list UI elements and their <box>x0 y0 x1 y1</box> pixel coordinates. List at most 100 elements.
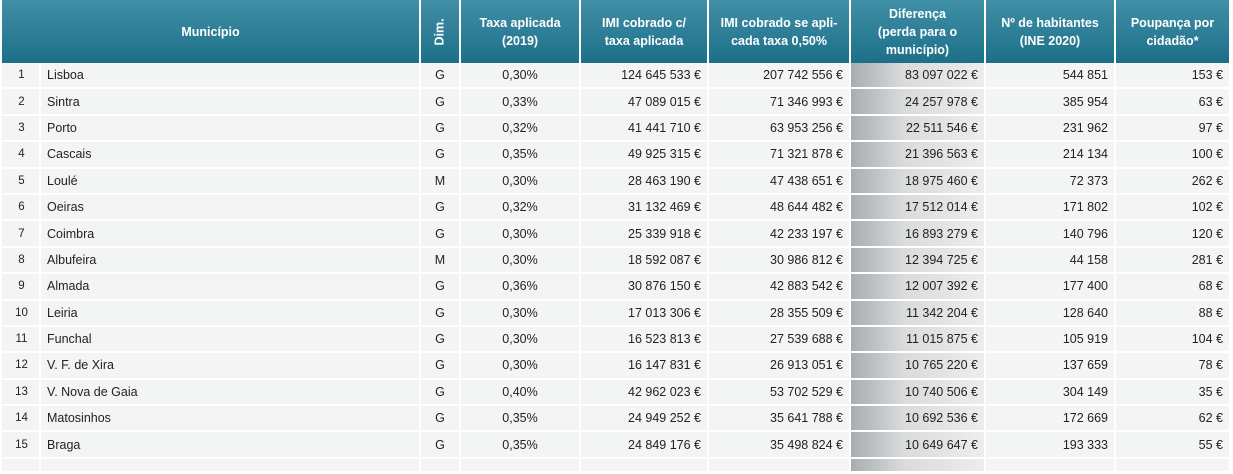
table-cell: 27 539 688 € <box>708 325 852 354</box>
table-cell: 49 925 315 € <box>580 141 710 169</box>
table-cell: 11 342 204 € <box>850 299 987 327</box>
empty-cell <box>708 457 852 473</box>
table-cell: 0,30% <box>460 246 582 275</box>
table-cell: 102 € <box>1115 193 1232 222</box>
table-cell: V. F. de Xira <box>40 352 422 380</box>
table-cell: 100 € <box>1115 141 1232 169</box>
header-text: (INE 2020) <box>1019 33 1081 48</box>
table-cell: Coimbra <box>40 220 422 248</box>
table-cell: 16 893 279 € <box>850 220 987 248</box>
header-text: (2019) <box>501 33 539 48</box>
table-cell: 0,30% <box>460 352 582 380</box>
table-cell: 35 € <box>1115 378 1232 407</box>
table-cell: Oeiras <box>40 193 422 222</box>
table-cell: 0,32% <box>460 114 582 143</box>
table-cell: 25 339 918 € <box>580 220 710 248</box>
header-text: IMI cobrado c/ <box>601 15 687 30</box>
table-cell: G <box>420 352 462 380</box>
table-cell: 42 883 542 € <box>708 273 852 301</box>
table-cell: G <box>420 273 462 301</box>
header-text: Município <box>181 24 240 39</box>
header-text: Poupança por <box>1130 15 1215 30</box>
table-row: 2 Sintra G 0,33% 47 089 015 €71 346 993 €24 … <box>2 88 1232 116</box>
table-cell: 72 373 <box>985 167 1117 195</box>
table-cell: 193 333 <box>985 431 1117 459</box>
table-cell: 0,30% <box>460 167 582 195</box>
header-cell: IMI cobrado c/taxa aplicada <box>580 0 710 63</box>
table-row: 8 Albufeira M 0,30% 18 592 087 €30 986 812 €… <box>2 246 1232 275</box>
table-cell: 11 015 875 € <box>850 325 987 354</box>
table-row: 5 Loulé M 0,30% 28 463 190 €47 438 651 €18 9… <box>2 167 1232 195</box>
table-cell: 207 742 556 € <box>708 63 852 90</box>
table-row: 6 Oeiras G 0,32% 31 132 469 €48 644 482 €17 … <box>2 193 1232 222</box>
table-cell: 10 <box>2 299 41 327</box>
table-cell: 124 645 533 € <box>580 63 710 90</box>
table-cell: 16 147 831 € <box>580 352 710 380</box>
table-cell: Porto <box>40 114 422 143</box>
table-cell: 304 149 <box>985 378 1117 407</box>
table-cell: 53 702 529 € <box>708 378 852 407</box>
table-row: 10 Leiria G 0,30% 17 013 306 €28 355 509 €11… <box>2 299 1232 327</box>
table-cell: 0,30% <box>460 325 582 354</box>
header-cell: IMI cobrado se apli-cada taxa 0,50% <box>708 0 852 63</box>
table-cell: 24 949 252 € <box>580 405 710 433</box>
table-cell: 0,30% <box>460 299 582 327</box>
table-cell: 18 975 460 € <box>850 167 987 195</box>
table-cell: M <box>420 167 462 195</box>
table-cell: Cascais <box>40 141 422 169</box>
table-row: 9 Almada G 0,36% 30 876 150 €42 883 542 €12 … <box>2 273 1232 301</box>
table-cell: 16 523 813 € <box>580 325 710 354</box>
table-cell: 10 649 647 € <box>850 431 987 459</box>
table-cell: 171 802 <box>985 193 1117 222</box>
table-cell: 18 592 087 € <box>580 246 710 275</box>
table-cell: 172 669 <box>985 405 1117 433</box>
table-cell: 62 € <box>1115 405 1232 433</box>
header-text: (perda para o <box>877 24 958 39</box>
table-cell: G <box>420 299 462 327</box>
table-cell: 15 <box>2 431 41 459</box>
table-cell: Albufeira <box>40 246 422 275</box>
table-cell: 105 919 <box>985 325 1117 354</box>
table-cell: G <box>420 431 462 459</box>
table-cell: 10 692 536 € <box>850 405 987 433</box>
table-cell: 78 € <box>1115 352 1232 380</box>
table-body: 1 Lisboa G 0,30% 124 645 533 €207 742 556 €8… <box>2 63 1232 473</box>
header-text: taxa aplicada <box>604 33 684 48</box>
table-cell: 4 <box>2 141 41 169</box>
table-cell: 153 € <box>1115 63 1232 90</box>
table-cell: 0,30% <box>460 63 582 90</box>
table-cell: 28 355 509 € <box>708 299 852 327</box>
table-cell: 44 158 <box>985 246 1117 275</box>
empty-cell <box>1115 457 1232 473</box>
header-cell: Dim. <box>420 0 462 63</box>
table-cell: 385 954 <box>985 88 1117 116</box>
table-cell: 544 851 <box>985 63 1117 90</box>
table-cell: 6 <box>2 193 41 222</box>
table-cell: 21 396 563 € <box>850 141 987 169</box>
table-cell: Funchal <box>40 325 422 354</box>
table-cell: 0,35% <box>460 405 582 433</box>
table-cell: 30 876 150 € <box>580 273 710 301</box>
table-cell: 63 953 256 € <box>708 114 852 143</box>
table-cell: 2 <box>2 88 41 116</box>
table-cell: 12 394 725 € <box>850 246 987 275</box>
table-cell: 0,40% <box>460 378 582 407</box>
table-cell: 281 € <box>1115 246 1232 275</box>
table-cell: 10 740 506 € <box>850 378 987 407</box>
header-text: IMI cobrado se apli- <box>720 15 838 30</box>
header-text: Nº de habitantes <box>1001 15 1099 30</box>
table-cell: 7 <box>2 220 41 248</box>
table-cell: G <box>420 114 462 143</box>
table-cell: Braga <box>40 431 422 459</box>
table-cell: Sintra <box>40 88 422 116</box>
table-cell: 30 986 812 € <box>708 246 852 275</box>
table-cell: G <box>420 88 462 116</box>
empty-cell <box>850 457 987 473</box>
table-cell: 55 € <box>1115 431 1232 459</box>
table-row: 14 Matosinhos G 0,35% 24 949 252 €35 641 788… <box>2 405 1232 433</box>
table-cell: 177 400 <box>985 273 1117 301</box>
table-cell: 140 796 <box>985 220 1117 248</box>
header-cell: Taxa aplicada (2019) <box>460 0 582 63</box>
table-cell: 231 962 <box>985 114 1117 143</box>
header-text: cada taxa 0,50% <box>731 33 827 48</box>
